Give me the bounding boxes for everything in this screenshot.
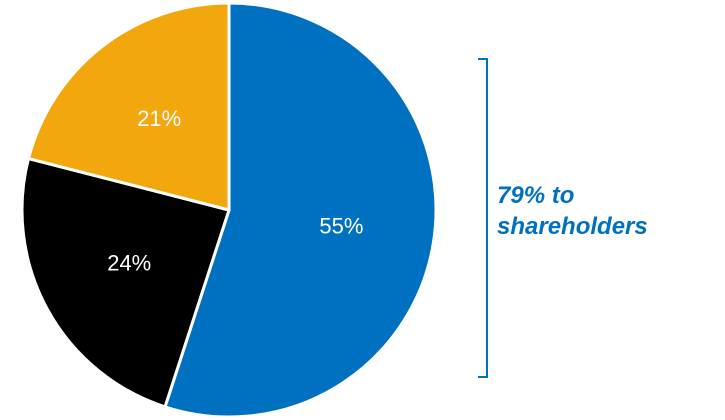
pie-slice-label-1: 55% <box>319 214 363 239</box>
pie-slice-3 <box>27 1 231 212</box>
shareholders-bracket <box>478 58 488 378</box>
shareholders-annotation: 79% to shareholders <box>497 182 648 241</box>
pie-slice-2 <box>20 157 231 409</box>
pie-slice-label-2: 24% <box>107 251 151 276</box>
pie-slice-label-3: 21% <box>137 106 181 131</box>
pie-slice-1 <box>163 1 438 419</box>
